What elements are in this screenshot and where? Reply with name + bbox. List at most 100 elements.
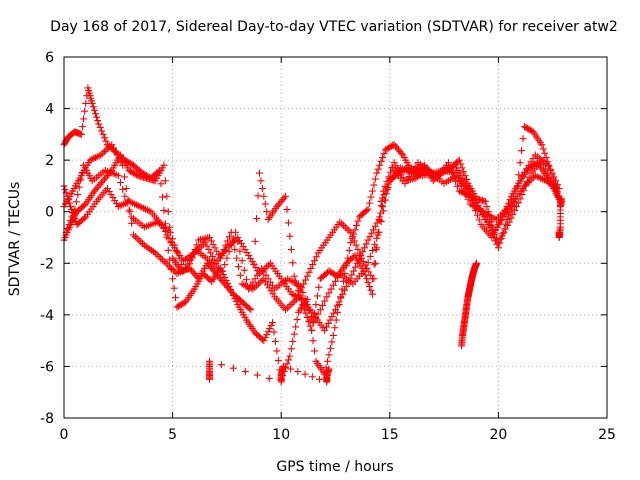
data-point: [101, 134, 109, 142]
data-point: [348, 271, 356, 279]
data-point: [216, 275, 224, 283]
data-point: [193, 273, 201, 281]
data-point: [507, 214, 515, 222]
series-branch-18h: [457, 259, 481, 350]
data-point: [80, 115, 88, 123]
data-point: [380, 150, 388, 158]
data-point: [187, 266, 195, 274]
data-point: [225, 285, 233, 293]
data-point: [301, 295, 309, 303]
data-point: [168, 264, 176, 272]
data-point: [179, 300, 187, 308]
data-point: [116, 178, 124, 186]
data-point: [227, 241, 235, 249]
data-point: [257, 177, 265, 185]
data-point: [130, 231, 138, 239]
data-point: [509, 210, 517, 218]
y-tick-label: -2: [40, 256, 54, 272]
data-point: [284, 219, 292, 227]
data-point: [99, 177, 107, 185]
data-point: [125, 206, 133, 214]
data-point: [386, 143, 394, 151]
data-point: [92, 185, 100, 193]
data-point: [327, 285, 335, 293]
data-point: [352, 221, 360, 229]
data-point: [352, 241, 360, 249]
data-point: [287, 246, 295, 254]
x-tick-label: 20: [489, 427, 507, 443]
data-point: [339, 221, 347, 229]
data-point: [77, 176, 85, 184]
data-point: [119, 185, 127, 193]
data-point: [377, 157, 385, 165]
data-point: [334, 273, 342, 281]
data-point: [366, 199, 374, 207]
data-point: [516, 159, 524, 167]
data-point: [463, 175, 471, 183]
data-point: [96, 123, 104, 131]
data-point: [373, 234, 381, 242]
data-point: [379, 203, 387, 211]
data-point: [316, 375, 324, 383]
data-point: [311, 257, 319, 265]
data-point: [286, 232, 294, 240]
data-point: [370, 181, 378, 189]
data-point: [350, 237, 358, 245]
data-point: [306, 322, 314, 330]
data-point: [260, 192, 268, 200]
data-point: [512, 187, 520, 195]
data-point: [95, 182, 103, 190]
data-point: [330, 309, 338, 317]
data-point: [125, 166, 133, 174]
data-point: [377, 202, 385, 210]
data-point: [216, 254, 224, 262]
data-point: [153, 251, 161, 259]
data-point: [303, 313, 311, 321]
data-point: [101, 175, 109, 183]
data-point: [107, 191, 115, 199]
data-point: [294, 292, 302, 300]
data-point: [363, 206, 371, 214]
data-point: [522, 123, 530, 131]
data-point: [396, 148, 404, 156]
data-point: [111, 197, 119, 205]
data-point: [267, 322, 275, 330]
data-point: [487, 221, 495, 229]
data-point: [114, 172, 122, 180]
y-tick-label: -4: [40, 308, 54, 324]
data-point: [93, 113, 101, 121]
data-point: [234, 263, 242, 271]
data-point: [164, 246, 172, 254]
data-point: [217, 361, 225, 369]
data-point: [385, 173, 393, 181]
data-point: [513, 203, 520, 211]
y-tick-label: -8: [40, 411, 54, 427]
data-point: [120, 173, 128, 181]
data-point: [82, 99, 90, 107]
data-point: [374, 165, 382, 173]
data-point: [332, 316, 340, 324]
data-point: [345, 246, 353, 254]
data-point: [166, 228, 174, 236]
data-point: [444, 159, 452, 167]
x-tick-label: 5: [168, 427, 177, 443]
data-point: [366, 252, 374, 260]
data-point: [137, 238, 145, 246]
data-point: [371, 259, 379, 267]
data-point: [505, 203, 513, 211]
data-point: [309, 337, 317, 345]
data-point: [555, 185, 563, 193]
data-point: [461, 172, 469, 180]
data-point: [220, 246, 228, 254]
data-point: [339, 290, 347, 298]
data-point: [102, 173, 110, 181]
data-point: [305, 268, 313, 276]
data-point: [314, 310, 322, 318]
data-point: [368, 187, 376, 195]
data-point: [290, 272, 298, 280]
data-point: [245, 304, 253, 312]
data-point: [520, 123, 528, 131]
data-point: [190, 270, 198, 278]
data-point: [98, 178, 106, 186]
data-point: [269, 290, 277, 298]
